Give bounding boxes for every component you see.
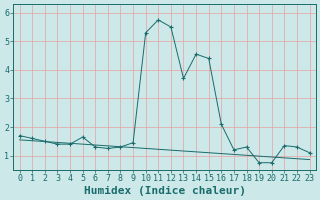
X-axis label: Humidex (Indice chaleur): Humidex (Indice chaleur) — [84, 186, 245, 196]
